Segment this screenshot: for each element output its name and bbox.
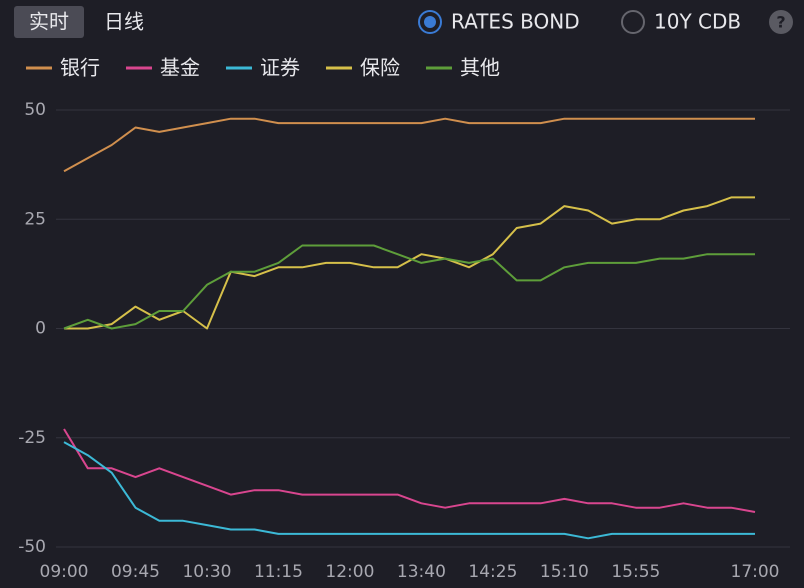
x-tick-label: 10:30 <box>182 562 231 582</box>
x-tick-label: 17:00 <box>731 562 780 582</box>
x-tick-label: 11:15 <box>254 562 303 582</box>
x-tick-label: 15:10 <box>540 562 589 582</box>
help-text: ? <box>776 13 785 32</box>
tab[interactable]: 日线 <box>104 10 144 34</box>
option[interactable]: RATES BOND <box>451 10 580 34</box>
tab-active[interactable] <box>14 6 84 38</box>
x-tick-label: 15:55 <box>611 562 660 582</box>
series-line <box>64 196 755 330</box>
series-line <box>63 244 755 330</box>
series-line <box>63 441 755 540</box>
legend-label: 保险 <box>360 56 400 80</box>
legend-label: 基金 <box>160 56 200 80</box>
y-tick-label: -25 <box>18 428 46 448</box>
x-tick-label: 12:00 <box>325 562 374 582</box>
x-tick-label: 09:00 <box>40 562 89 582</box>
x-tick-label: 09:45 <box>111 562 160 582</box>
y-tick-label: 0 <box>35 319 46 339</box>
x-tick-label: 14:25 <box>468 562 517 582</box>
radio[interactable] <box>621 10 645 34</box>
help-icon[interactable] <box>769 10 793 34</box>
y-tick-label: 25 <box>24 209 46 229</box>
series-line <box>63 428 756 513</box>
radio-selected[interactable] <box>418 10 442 34</box>
legend-label: 银行 <box>60 56 100 80</box>
option[interactable]: 10Y CDB <box>654 10 741 34</box>
radio-dot <box>424 16 436 28</box>
legend-label: 其他 <box>460 56 500 80</box>
y-tick-label: -50 <box>18 537 46 557</box>
tab[interactable]: 实时 <box>29 10 69 34</box>
y-tick-label: 50 <box>24 100 46 120</box>
legend-label: 证券 <box>260 56 300 80</box>
x-tick-label: 13:40 <box>397 562 446 582</box>
series-line <box>63 117 755 173</box>
